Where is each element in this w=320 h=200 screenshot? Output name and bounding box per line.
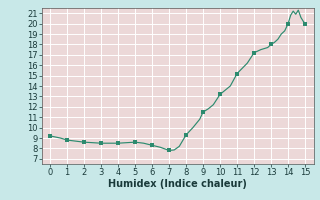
X-axis label: Humidex (Indice chaleur): Humidex (Indice chaleur) <box>108 179 247 189</box>
